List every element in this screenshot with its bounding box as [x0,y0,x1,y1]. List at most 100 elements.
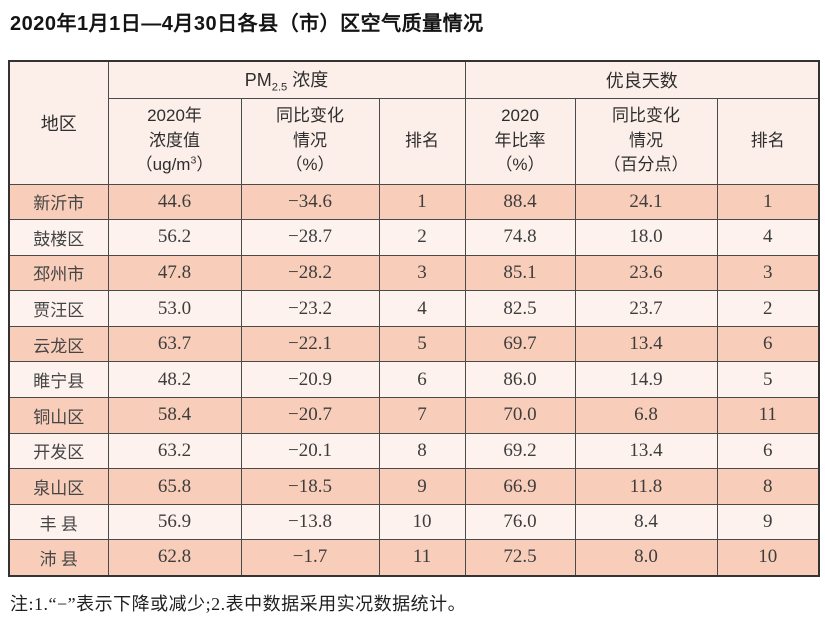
good-change-cell: 13.4 [574,432,718,470]
good-rank-cell: 2 [716,290,820,327]
good-rank-cell: 11 [716,397,820,434]
region-cell: 泉山区 [8,468,109,505]
good-ratio-cell: 88.4 [464,183,576,221]
good-change-cell: 23.6 [574,254,718,292]
good-rank-cell: 1 [716,183,820,221]
good-change-cell: 8.4 [574,503,718,541]
good-rank-cell: 6 [716,325,820,363]
pm-change-cell: −13.8 [240,503,380,541]
region-cell: 鼓楼区 [8,219,109,256]
pm-change-cell: −20.9 [240,361,380,399]
table-row: 开发区 63.2 −20.1 8 69.2 13.4 6 [8,432,820,470]
footnote: 注:1.“−”表示下降或减少;2.表中数据采用实况数据统计。 [10,593,467,614]
region-cell: 丰 县 [8,503,109,541]
pm-change-cell: −23.2 [240,290,380,327]
good-change-cell: 14.9 [574,361,718,399]
region-cell: 铜山区 [8,397,109,434]
pm-value-cell: 56.9 [107,503,242,541]
header-pm-value: 2020年 浓度值 （ug/m3） [107,97,242,185]
good-ratio-cell: 70.0 [464,397,576,434]
region-cell: 睢宁县 [8,361,109,399]
pm-change-cell: −1.7 [240,539,380,577]
pm-rank-cell: 1 [378,183,466,221]
pm-rank-cell: 8 [378,432,466,470]
page-title: 2020年1月1日—4月30日各县（市）区空气质量情况 [10,13,484,35]
good-change-cell: 8.0 [574,539,718,577]
good-ratio-cell: 69.2 [464,432,576,470]
air-quality-table: 地区 PM2.5 浓度 优良天数 2020年 浓度值 （ug/m3） 同比变化 情… [8,60,820,577]
region-cell: 贾汪区 [8,290,109,327]
pm-change-cell: −34.6 [240,183,380,221]
region-cell: 云龙区 [8,325,109,363]
good-ratio-cell: 72.5 [464,539,576,577]
pm-change-cell: −20.7 [240,397,380,434]
table-row: 沛 县 62.8 −1.7 11 72.5 8.0 10 [8,539,820,577]
good-rank-cell: 8 [716,468,820,505]
header-pm25-group: PM2.5 浓度 [107,60,466,99]
pm-rank-cell: 3 [378,254,466,292]
header-good-change: 同比变化 情况 （百分点） [574,97,718,185]
pm-rank-cell: 7 [378,397,466,434]
good-ratio-cell: 74.8 [464,219,576,256]
region-cell: 邳州市 [8,254,109,292]
table-row: 泉山区 65.8 −18.5 9 66.9 11.8 8 [8,468,820,505]
good-ratio-cell: 82.5 [464,290,576,327]
pm-value-cell: 65.8 [107,468,242,505]
table-row: 邳州市 47.8 −28.2 3 85.1 23.6 3 [8,254,820,292]
good-rank-cell: 4 [716,219,820,256]
pm-change-cell: −20.1 [240,432,380,470]
header-good-ratio: 2020 年比率 （%） [464,97,576,185]
good-rank-cell: 9 [716,503,820,541]
pm-rank-cell: 9 [378,468,466,505]
pm-value-cell: 63.2 [107,432,242,470]
pm-rank-cell: 6 [378,361,466,399]
pm-rank-cell: 2 [378,219,466,256]
pm25-label: PM2.5 浓度 [244,69,329,94]
table-row: 贾汪区 53.0 −23.2 4 82.5 23.7 2 [8,290,820,327]
good-change-cell: 11.8 [574,468,718,505]
good-ratio-cell: 66.9 [464,468,576,505]
good-change-cell: 6.8 [574,397,718,434]
good-change-cell: 24.1 [574,183,718,221]
good-ratio-cell: 76.0 [464,503,576,541]
table-header: 地区 PM2.5 浓度 优良天数 2020年 浓度值 （ug/m3） 同比变化 情… [8,60,820,185]
table-body: 新沂市 44.6 −34.6 1 88.4 24.1 1 鼓楼区 56.2 −2… [8,183,820,577]
header-good-rank: 排名 [716,97,820,185]
table-row: 铜山区 58.4 −20.7 7 70.0 6.8 11 [8,397,820,434]
pm-value-cell: 53.0 [107,290,242,327]
good-ratio-cell: 86.0 [464,361,576,399]
region-cell: 开发区 [8,432,109,470]
pm-unit-label: （ug/m3） [135,154,214,175]
good-ratio-cell: 69.7 [464,325,576,363]
pm-change-cell: −22.1 [240,325,380,363]
table-row: 新沂市 44.6 −34.6 1 88.4 24.1 1 [8,183,820,221]
pm-value-cell: 56.2 [107,219,242,256]
good-change-cell: 13.4 [574,325,718,363]
good-rank-cell: 10 [716,539,820,577]
table-row: 鼓楼区 56.2 −28.7 2 74.8 18.0 4 [8,219,820,256]
pm-value-cell: 63.7 [107,325,242,363]
pm-change-cell: −28.2 [240,254,380,292]
header-good-days-group: 优良天数 [464,60,820,99]
good-ratio-cell: 85.1 [464,254,576,292]
pm-value-cell: 44.6 [107,183,242,221]
header-pm-rank: 排名 [378,97,466,185]
table-row: 睢宁县 48.2 −20.9 6 86.0 14.9 5 [8,361,820,399]
good-rank-cell: 5 [716,361,820,399]
pm-rank-cell: 11 [378,539,466,577]
header-pm-change: 同比变化 情况 （%） [240,97,380,185]
pm-value-cell: 48.2 [107,361,242,399]
region-cell: 沛 县 [8,539,109,577]
good-rank-cell: 3 [716,254,820,292]
pm-change-cell: −18.5 [240,468,380,505]
pm-value-cell: 47.8 [107,254,242,292]
table-row: 丰 县 56.9 −13.8 10 76.0 8.4 9 [8,503,820,541]
pm-rank-cell: 4 [378,290,466,327]
pm-value-cell: 62.8 [107,539,242,577]
pm-rank-cell: 10 [378,503,466,541]
good-change-cell: 23.7 [574,290,718,327]
good-change-cell: 18.0 [574,219,718,256]
good-rank-cell: 6 [716,432,820,470]
header-region: 地区 [8,60,109,185]
